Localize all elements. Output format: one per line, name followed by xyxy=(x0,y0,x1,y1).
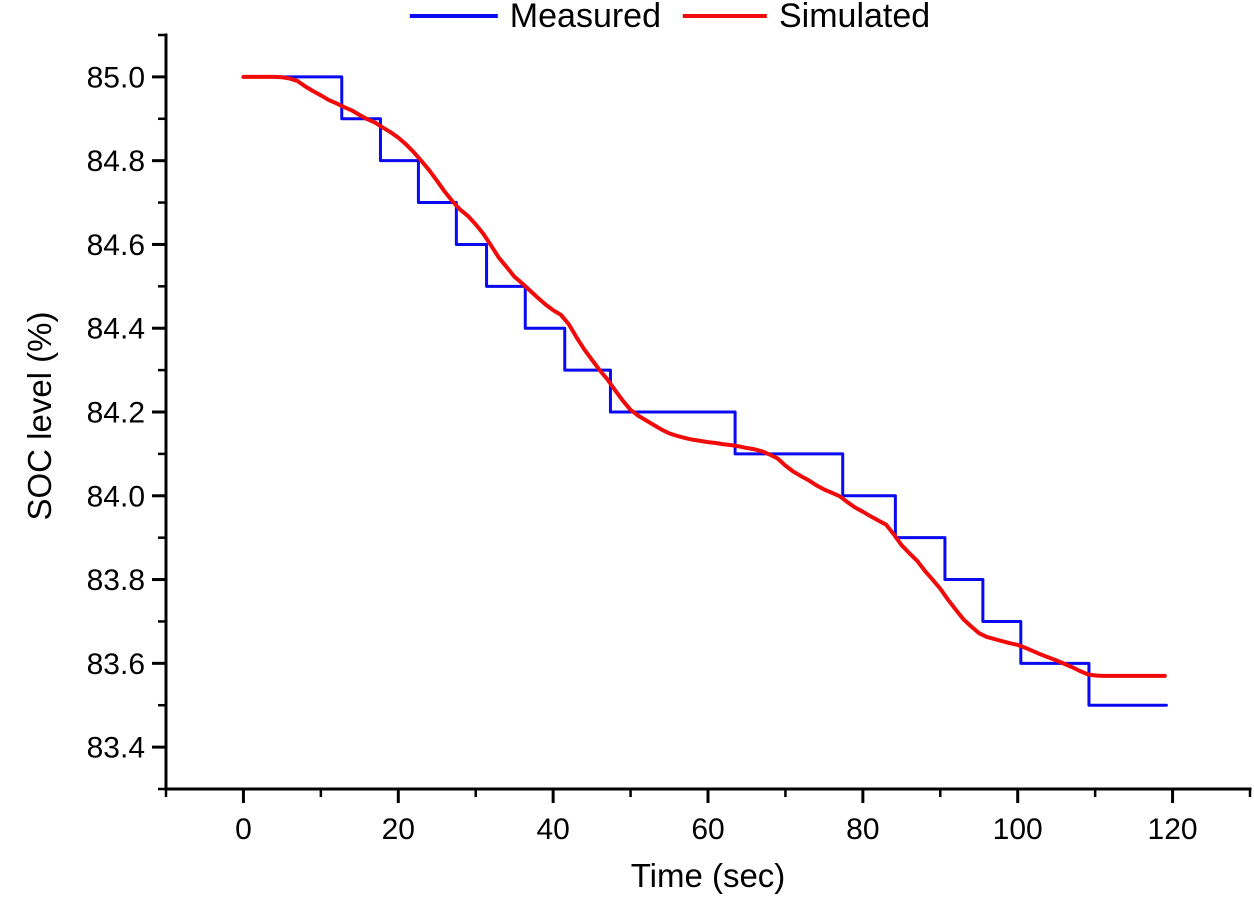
x-tick-label: 120 xyxy=(1148,813,1198,846)
y-tick-label: 84.8 xyxy=(87,145,145,178)
measured-line-swatch-icon xyxy=(409,14,498,18)
y-tick-label: 84.6 xyxy=(87,229,145,262)
y-tick-label: 83.4 xyxy=(87,732,145,765)
legend-label-simulated: Simulated xyxy=(779,0,931,35)
simulated-series-line xyxy=(241,74,1167,678)
x-tick-label: 80 xyxy=(846,813,879,846)
x-tick-label: 40 xyxy=(536,813,569,846)
y-tick-label: 84.2 xyxy=(87,397,145,430)
x-tick-label: 0 xyxy=(235,813,252,846)
y-tick-label: 83.8 xyxy=(87,564,145,597)
y-axis-title: SOC level (%) xyxy=(21,311,58,521)
legend-label-measured: Measured xyxy=(509,0,661,35)
y-tick-label: 85.0 xyxy=(87,61,145,94)
simulated-line-swatch-icon xyxy=(683,14,767,18)
y-tick-label: 84.4 xyxy=(87,313,145,346)
x-tick-label: 100 xyxy=(993,813,1043,846)
measured-series-line xyxy=(241,75,1168,707)
legend: Measured Simulated xyxy=(409,0,930,35)
axis-spines xyxy=(164,33,1252,791)
y-tick-label: 84.0 xyxy=(87,480,145,513)
x-axis-title: Time (sec) xyxy=(630,857,786,894)
legend-item-simulated: Simulated xyxy=(661,0,930,35)
legend-item-measured: Measured xyxy=(409,0,661,35)
y-tick-label: 83.6 xyxy=(87,648,145,681)
x-tick-label: 20 xyxy=(382,813,415,846)
x-tick-label: 60 xyxy=(691,813,724,846)
